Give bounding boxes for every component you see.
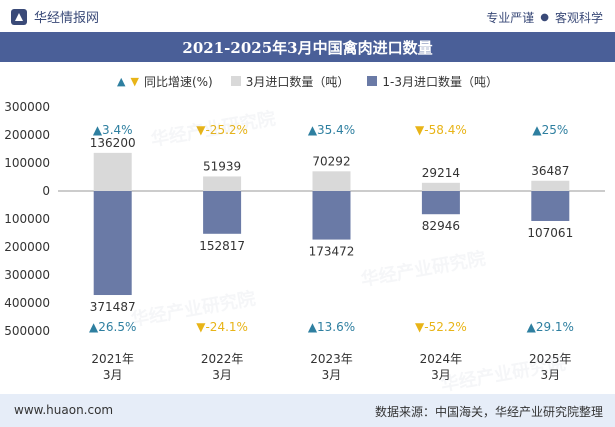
bar-march (93, 152, 132, 191)
y-tick-label: 0 (42, 184, 50, 198)
growth-label-march: ▲35.4% (308, 123, 355, 137)
growth-label-ytd: ▲29.1% (527, 320, 574, 334)
y-tick-label: 200000 (4, 240, 50, 254)
data-label-march: 29214 (422, 166, 460, 180)
growth-label-march: ▲25% (532, 123, 568, 137)
footer: www.huaon.com 数据来源：中国海关，华经产业研究院整理 (0, 394, 615, 427)
legend-item-ytd[interactable]: 1-3月进口数量（吨） (367, 73, 498, 90)
footer-source: 数据来源：中国海关，华经产业研究院整理 (374, 405, 603, 419)
bar-ytd (531, 191, 570, 221)
data-label-ytd: 152817 (199, 239, 245, 253)
data-label-ytd: 173472 (309, 245, 355, 259)
y-tick-label: 300000 (4, 100, 50, 114)
legend-ytd-swatch (367, 76, 378, 86)
y-tick-label: 400000 (4, 296, 50, 310)
legend-growth-label: 同比增速(%) (143, 74, 213, 89)
up-triangle-icon: ▲ (117, 74, 126, 88)
x-tick-label: 2024年 (420, 352, 463, 366)
y-tick-label: 100000 (4, 156, 50, 170)
data-label-march: 36487 (531, 164, 569, 178)
data-label-march: 70292 (312, 154, 350, 168)
data-label-ytd: 107061 (527, 226, 573, 240)
growth-label-march: ▲3.4% (93, 123, 133, 137)
legend-ytd-label: 1-3月进口数量（吨） (382, 74, 498, 89)
x-tick-label: 3月 (103, 368, 123, 382)
chart-plot: 300000 200000 100000 0 100000 200000 300000 400… (4, 100, 605, 382)
tagline-left: 专业严谨 (486, 11, 535, 25)
bar-march (203, 176, 242, 191)
top-bar: 华经情报网 专业严谨 ● 客观科学 (0, 0, 615, 32)
growth-label-march: ▼-25.2% (196, 123, 248, 137)
data-label-ytd: 371487 (90, 300, 136, 314)
chart-title-bar: 2021-2025年3月中国禽肉进口数量 (0, 32, 615, 62)
bar-march (421, 182, 460, 191)
y-tick-label: 300000 (4, 268, 50, 282)
x-tick-label: 3月 (431, 368, 451, 382)
data-label-ytd: 82946 (422, 219, 460, 233)
bar-ytd (421, 191, 460, 215)
growth-label-march: ▼-58.4% (415, 123, 467, 137)
data-label-march: 51939 (203, 159, 241, 173)
growth-label-ytd: ▲13.6% (308, 320, 355, 334)
brand-logo-icon (11, 8, 27, 25)
y-tick-label: 500000 (4, 324, 50, 338)
x-tick-label: 3月 (322, 368, 342, 382)
legend-march-swatch (230, 76, 241, 86)
tagline-right: 客观科学 (554, 11, 603, 25)
x-tick-label: 2023年 (310, 352, 353, 366)
legend-item-march[interactable]: 3月进口数量（吨） (230, 73, 350, 90)
y-tick-label: 100000 (4, 212, 50, 226)
bar-march (531, 180, 570, 191)
growth-label-ytd: ▼-24.1% (196, 320, 248, 334)
down-triangle-icon: ▼ (130, 74, 139, 88)
chart-legend: ▲ ▼ 同比增速(%) 3月进口数量（吨） 1-3月进口数量（吨） (0, 70, 615, 92)
separator-dot-icon: ● (540, 12, 549, 23)
legend-march-label: 3月进口数量（吨） (245, 74, 350, 89)
x-tick-label: 2022年 (201, 352, 244, 366)
brand[interactable]: 华经情报网 (10, 7, 99, 26)
brand-name: 华经情报网 (34, 11, 100, 26)
x-tick-label: 2021年 (91, 352, 134, 366)
x-tick-label: 2025年 (529, 352, 572, 366)
chart-title: 2021-2025年3月中国禽肉进口数量 (182, 38, 433, 57)
legend-item-growth[interactable]: ▲ ▼ 同比增速(%) (117, 73, 213, 90)
bar-ytd (93, 191, 132, 296)
x-tick-label: 3月 (212, 368, 232, 382)
footer-url[interactable]: www.huaon.com (14, 403, 114, 417)
growth-label-ytd: ▼-52.2% (415, 320, 467, 334)
growth-label-ytd: ▲26.5% (89, 320, 136, 334)
data-label-march: 136200 (90, 136, 136, 150)
bar-march (312, 171, 351, 191)
tagline: 专业严谨 ● 客观科学 (486, 9, 603, 26)
bar-ytd (312, 191, 351, 240)
x-tick-label: 3月 (540, 368, 560, 382)
y-tick-label: 200000 (4, 128, 50, 142)
bar-ytd (203, 191, 242, 234)
